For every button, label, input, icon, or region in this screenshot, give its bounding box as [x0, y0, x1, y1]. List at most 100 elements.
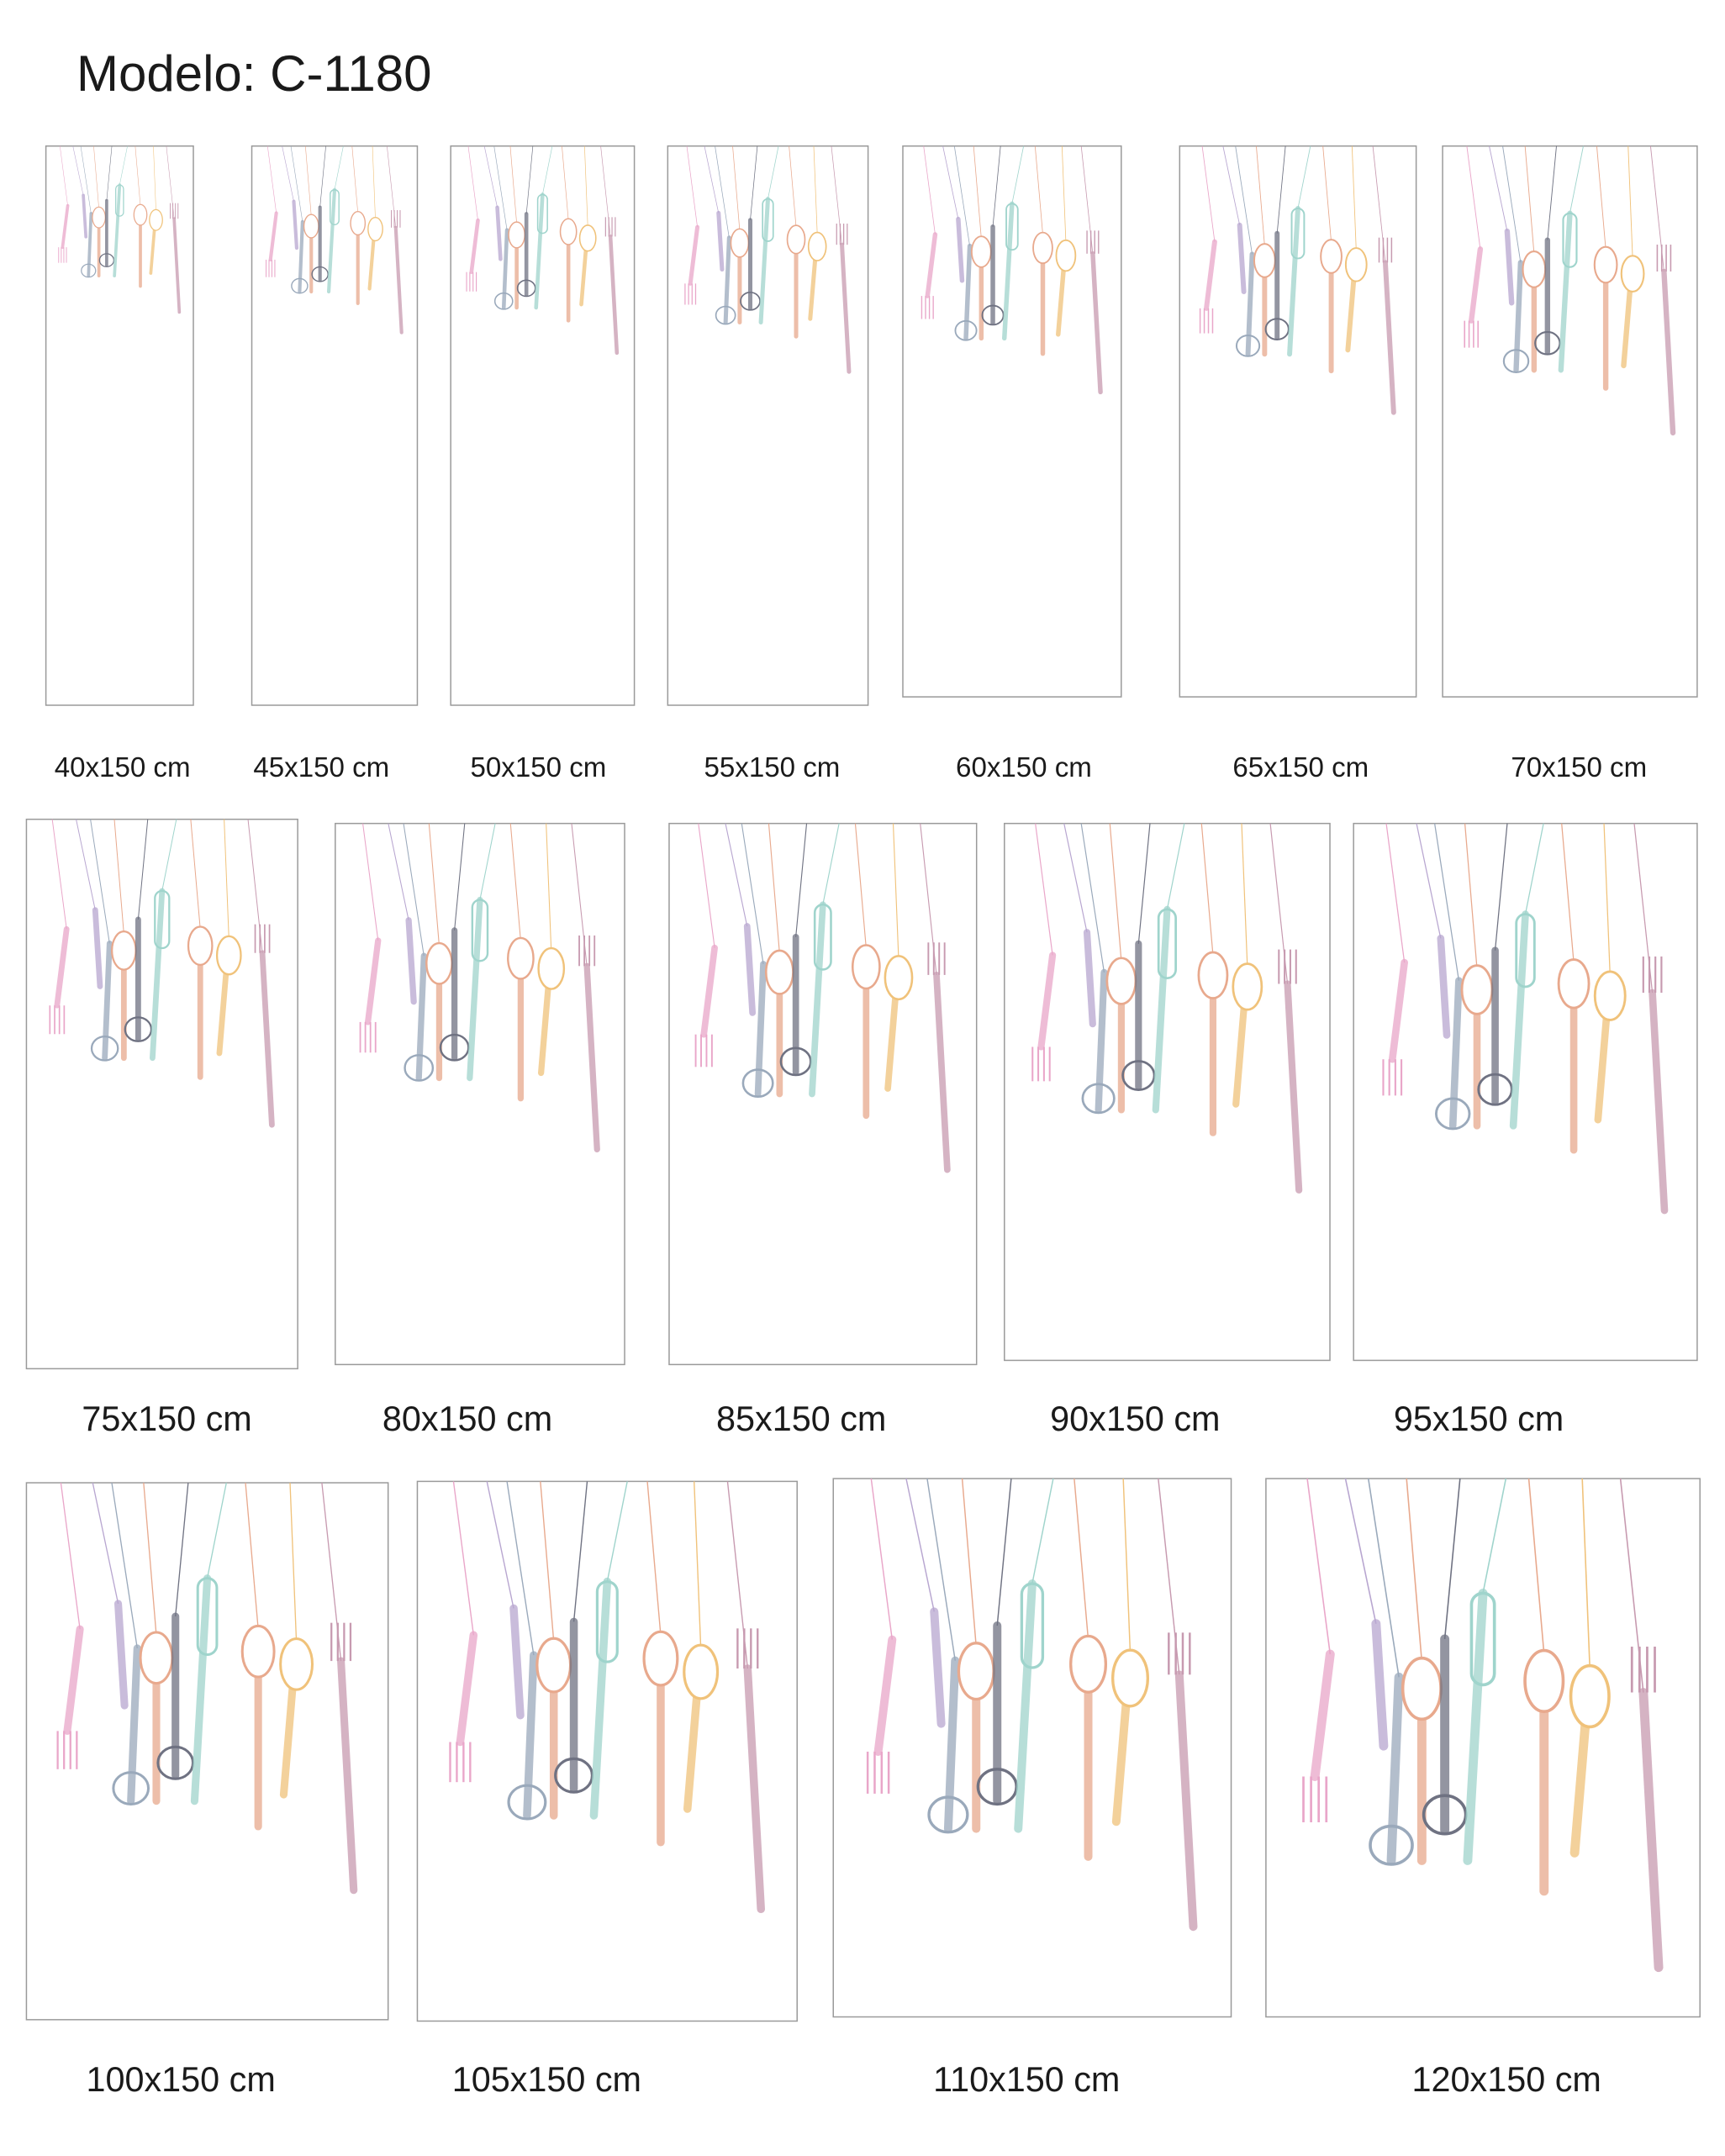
handle [365, 937, 382, 1025]
blade [154, 889, 171, 950]
cord [1166, 823, 1185, 910]
cord [953, 145, 970, 246]
cord [1297, 145, 1311, 209]
bowl [1069, 1634, 1108, 1694]
bowl [741, 1068, 774, 1099]
cord [1344, 1478, 1377, 1624]
bowl [1401, 1656, 1443, 1721]
cord [224, 819, 229, 939]
handle [102, 940, 113, 1062]
cord [1561, 823, 1575, 963]
handle [925, 232, 938, 298]
handle [743, 923, 757, 1016]
cord [1137, 823, 1151, 944]
panel [1265, 1478, 1701, 2018]
bowl [1569, 1663, 1611, 1729]
handle [469, 218, 480, 275]
handle [1284, 980, 1303, 1194]
panel [1004, 822, 1331, 1362]
bowl [92, 206, 106, 229]
cutlery-illustration [449, 1481, 765, 1914]
bowl [1460, 964, 1494, 1015]
handle [583, 962, 600, 1153]
bowl [1105, 957, 1137, 1005]
handle [1174, 1670, 1198, 1932]
bowl [1235, 335, 1261, 357]
cord [1080, 823, 1105, 973]
handle [1095, 968, 1108, 1114]
bowl [139, 1631, 174, 1685]
cord [992, 145, 1001, 227]
cord [562, 145, 569, 221]
bowl [537, 946, 566, 990]
bowl [215, 935, 242, 976]
cord [1256, 145, 1265, 246]
handle [150, 888, 166, 1062]
cord [1367, 1478, 1400, 1678]
cord [161, 819, 177, 891]
cord [606, 1481, 628, 1582]
cord [741, 823, 764, 965]
handle [1204, 239, 1217, 311]
cord [1406, 1479, 1423, 1663]
handle [534, 192, 545, 310]
cutlery-illustration [1031, 823, 1303, 1194]
handle [943, 1656, 960, 1833]
bowl [642, 1630, 679, 1687]
blade [115, 184, 124, 217]
handle [509, 1604, 525, 1720]
handle [930, 1607, 946, 1728]
bowl [81, 263, 97, 278]
handle [1014, 1579, 1037, 1833]
cord [1241, 823, 1248, 967]
panel [416, 1480, 798, 2022]
cord [1482, 1478, 1507, 1594]
cord [996, 1479, 1012, 1626]
blade [1005, 203, 1019, 251]
cord [750, 145, 758, 220]
cord [305, 145, 312, 216]
cord [72, 145, 84, 196]
cord [525, 145, 534, 214]
handle [758, 197, 770, 324]
cord [51, 819, 67, 930]
cord [1063, 823, 1088, 933]
cutlery-illustration [694, 823, 951, 1173]
cord [1627, 145, 1633, 259]
bowl [927, 1795, 969, 1834]
handle [1371, 1619, 1389, 1751]
handle [127, 1644, 141, 1805]
handle [415, 952, 427, 1082]
title: Modelo: C-1180 [76, 45, 431, 102]
cord [1502, 145, 1522, 263]
cutlery-illustration [56, 1482, 358, 1895]
cord [372, 145, 376, 219]
size-label: 50x150 cm [471, 752, 607, 783]
cord [1569, 145, 1584, 213]
cord [509, 145, 517, 224]
cord [646, 1481, 662, 1636]
handle [326, 187, 337, 294]
bowl [1055, 239, 1077, 272]
blade [762, 198, 774, 242]
cord [1306, 1478, 1332, 1655]
bowl [90, 1035, 119, 1062]
cord [362, 823, 379, 941]
cord [175, 1482, 189, 1617]
cutlery-illustration [266, 145, 404, 335]
cord [1524, 145, 1535, 254]
cord [1034, 145, 1043, 235]
handle [754, 961, 767, 1098]
cord [1443, 1479, 1461, 1639]
handle [190, 1574, 212, 1805]
cord [388, 823, 409, 920]
cutlery-illustration [1382, 823, 1669, 1215]
size-label: 100x150 cm [86, 2060, 275, 2099]
bowl [279, 1637, 314, 1691]
blade [1020, 1582, 1045, 1669]
handle [1469, 246, 1484, 324]
handle [723, 235, 731, 324]
cord [768, 823, 780, 954]
handle [1152, 905, 1171, 1114]
